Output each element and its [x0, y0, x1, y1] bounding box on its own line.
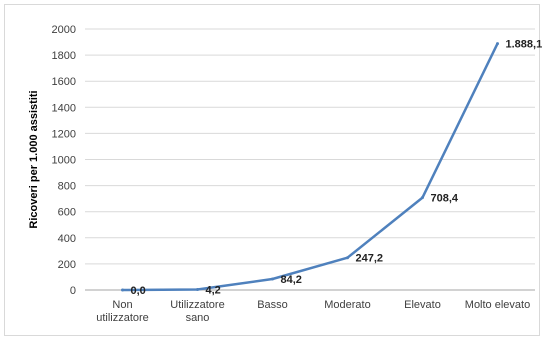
chart-frame — [4, 4, 540, 336]
x-tick-label: Basso — [257, 299, 288, 311]
x-axis-ticks: Non utilizzatore Utilizzatore sano Basso Mode… — [96, 299, 530, 324]
series-line — [122, 43, 499, 292]
data-labels: 0,0 4,2 84,2 247,2 708,4 1.888,1 — [131, 39, 543, 297]
y-tick-label: 800 — [58, 181, 76, 193]
data-points — [121, 42, 499, 292]
y-tick-label: 1600 — [52, 76, 76, 88]
data-label: 708,4 — [431, 193, 459, 205]
x-tick-label: Elevato — [404, 299, 441, 311]
data-label: 84,2 — [281, 274, 302, 286]
x-tick-label: Molto elevato — [465, 299, 530, 311]
y-axis-ticks: 0 200 400 600 800 1000 1200 1400 1600 1800 2000 — [52, 24, 76, 297]
y-tick-label: 0 — [70, 285, 76, 297]
y-axis-title: Ricoveri per 1.000 assistiti — [28, 90, 40, 228]
data-label: 1.888,1 — [506, 39, 543, 51]
gridlines — [85, 28, 535, 265]
data-point — [496, 42, 499, 46]
data-point — [196, 287, 199, 291]
data-label: 4,2 — [206, 284, 221, 296]
y-tick-label: 400 — [58, 233, 76, 245]
data-label: 0,0 — [131, 285, 146, 297]
data-point — [121, 288, 124, 292]
data-point — [421, 196, 424, 200]
y-tick-label: 1400 — [52, 102, 76, 114]
y-tick-label: 1200 — [52, 128, 76, 140]
x-tick-label: Utilizzatore sano — [170, 299, 224, 324]
y-tick-label: 2000 — [52, 24, 76, 36]
y-tick-label: 1800 — [52, 50, 76, 62]
data-point — [346, 256, 349, 260]
data-point — [271, 277, 274, 281]
x-tick-label: Non utilizzatore — [96, 299, 149, 324]
data-label: 247,2 — [356, 253, 384, 265]
y-tick-label: 200 — [58, 259, 76, 271]
x-tick-label: Moderato — [324, 299, 370, 311]
y-tick-label: 1000 — [52, 155, 76, 167]
y-tick-label: 600 — [58, 207, 76, 219]
